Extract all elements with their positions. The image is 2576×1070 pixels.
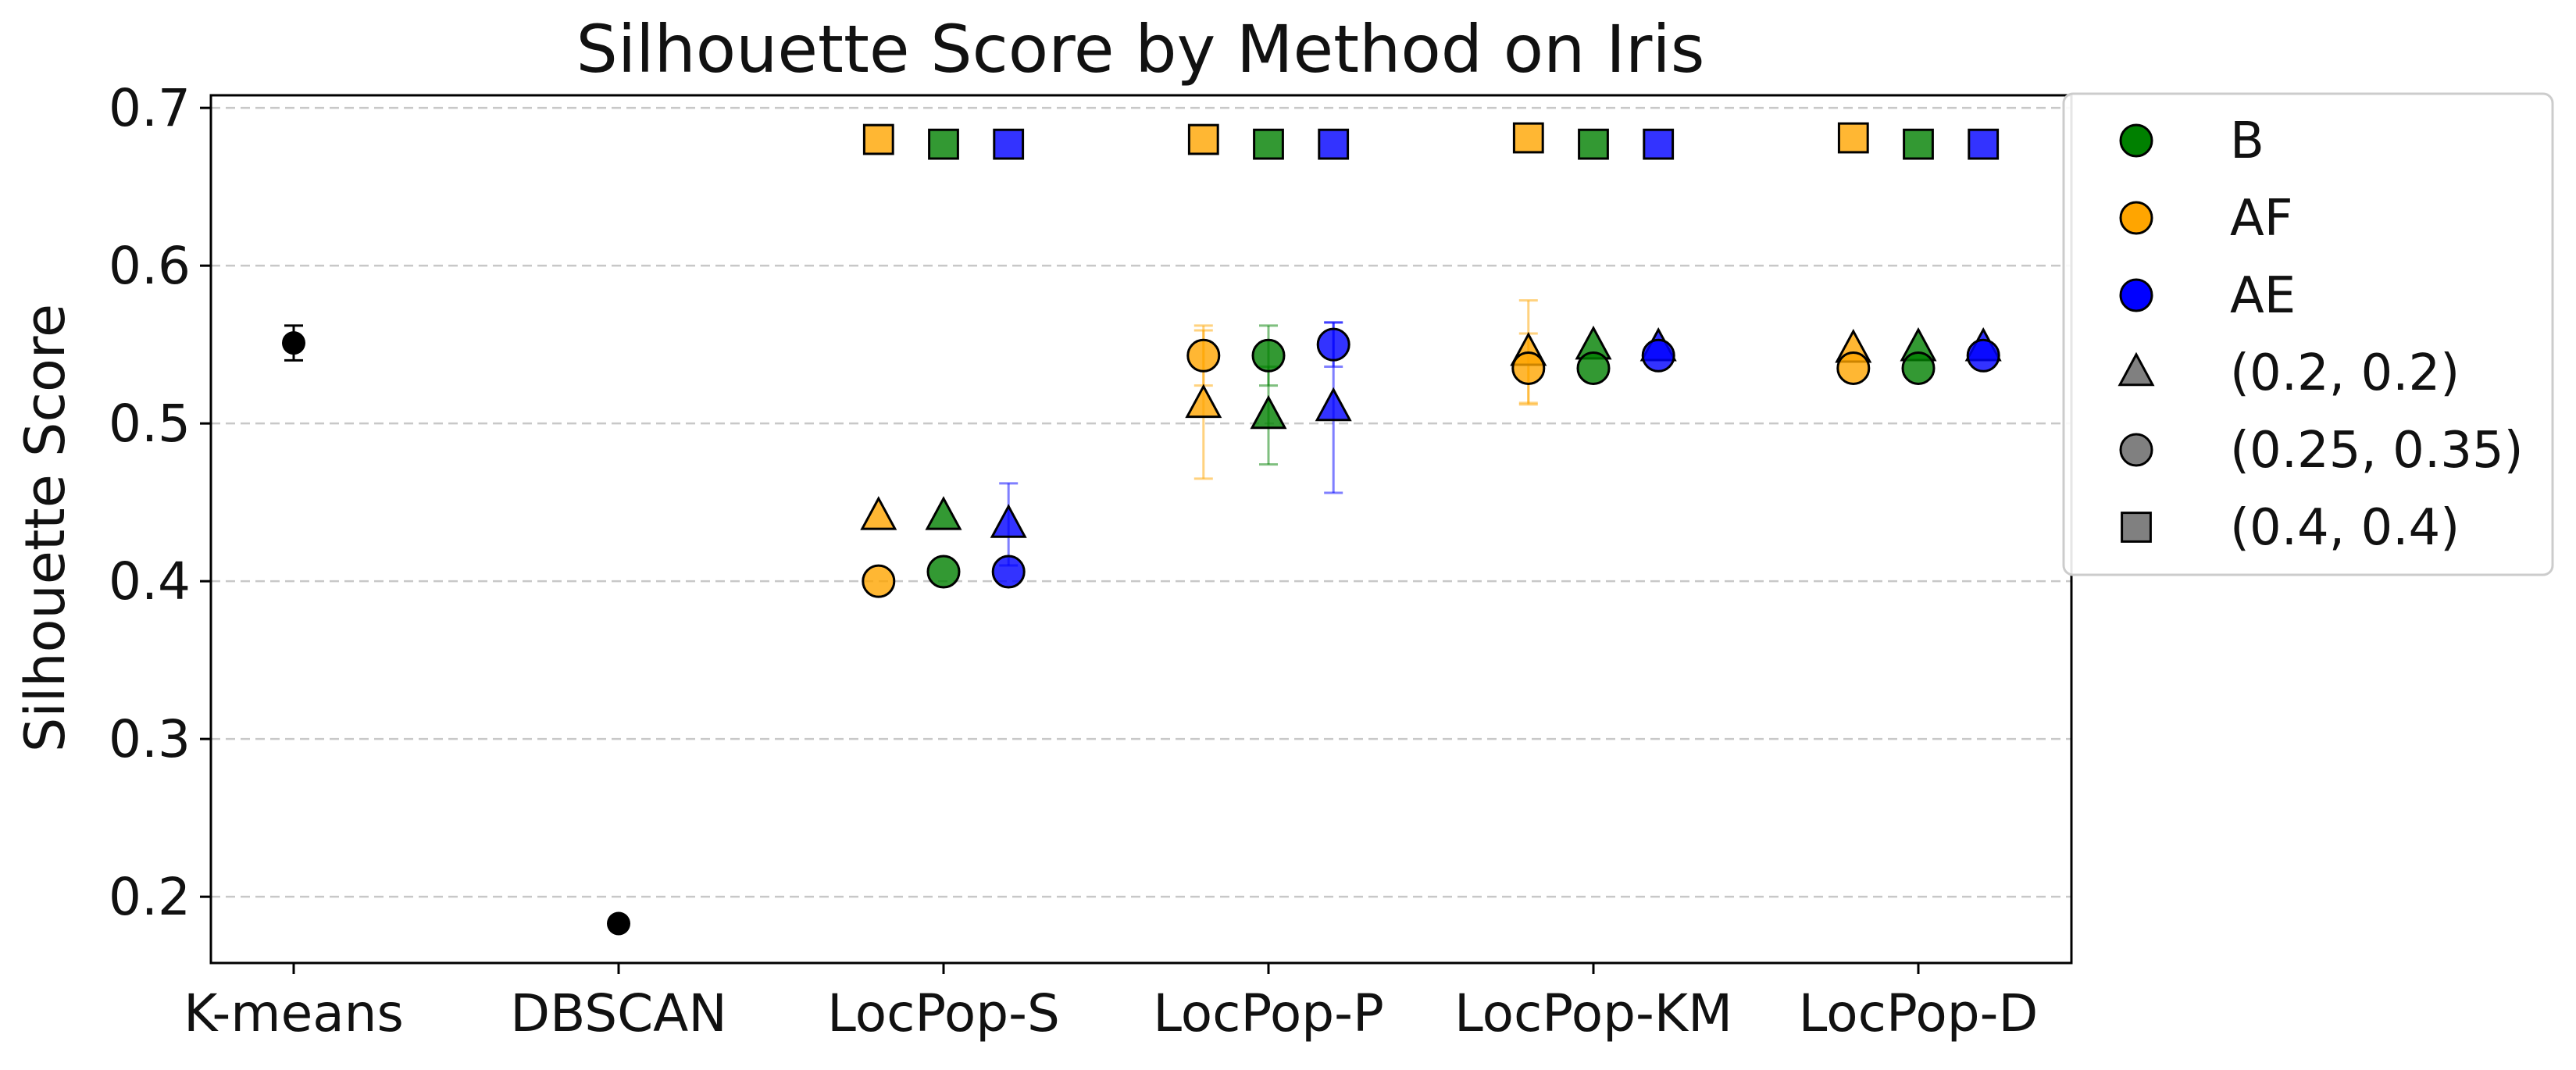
point-locpop-p-ae-0-25-0-35 xyxy=(1316,327,1350,362)
legend-entry-af: AF xyxy=(2119,190,2293,248)
legend-entry-0-4-0-4: (0.4, 0.4) xyxy=(2121,499,2460,557)
legend-marker-b xyxy=(2119,123,2153,158)
legend-marker-ae xyxy=(2119,278,2153,312)
point-locpop-p-af-0-2-0-2 xyxy=(1185,383,1222,419)
legend-marker-0-4-0-4 xyxy=(2121,512,2152,543)
legend-label: (0.2, 0.2) xyxy=(2230,344,2460,402)
legend-entry-0-2-0-2: (0.2, 0.2) xyxy=(2118,344,2460,402)
point-locpop-p-af-0-4-0-4 xyxy=(1187,123,1219,155)
legend-entry-ae: AE xyxy=(2119,267,2296,325)
point-locpop-km-ae-0-25-0-35 xyxy=(1641,338,1675,373)
x-axis-ticks: K-means DBSCAN LocPop-S LocPop-P LocPop-KM Lo… xyxy=(184,963,2038,1043)
y-axis-label: Silhouette Score xyxy=(13,304,77,752)
point-locpop-d-af-0-25-0-35 xyxy=(1836,351,1871,385)
plot-frame xyxy=(209,94,2073,965)
legend-marker-0-2-0-2 xyxy=(2118,351,2155,387)
x-tick-label: DBSCAN xyxy=(510,983,726,1043)
point-locpop-p-af-0-25-0-35 xyxy=(1186,338,1221,373)
legend-marker-af xyxy=(2119,201,2153,235)
point-locpop-s-b-0-4-0-4 xyxy=(928,128,959,160)
point-locpop-p-b-0-2-0-2 xyxy=(1250,394,1287,430)
legend-label: (0.25, 0.35) xyxy=(2230,422,2524,480)
baseline-point-k-means xyxy=(282,331,305,355)
legend-entry-0-25-0-35: (0.25, 0.35) xyxy=(2119,422,2524,480)
baseline-point-dbscan xyxy=(607,911,630,936)
legend-label: (0.4, 0.4) xyxy=(2230,499,2460,557)
y-tick-label: 0.4 xyxy=(109,551,191,612)
point-locpop-p-b-0-4-0-4 xyxy=(1253,128,1284,160)
point-locpop-d-ae-0-25-0-35 xyxy=(1966,338,2000,373)
point-locpop-s-b-0-2-0-2 xyxy=(925,496,962,530)
y-tick-label: 0.3 xyxy=(109,709,191,769)
point-locpop-s-af-0-25-0-35 xyxy=(862,564,896,598)
point-locpop-km-af-0-25-0-35 xyxy=(1511,351,1546,385)
point-locpop-s-ae-0-2-0-2 xyxy=(990,504,1027,538)
y-axis-ticks: 0.2 0.3 0.4 0.5 0.6 0.7 xyxy=(109,78,211,927)
y-tick-label: 0.5 xyxy=(109,394,191,454)
legend-label: AE xyxy=(2230,267,2296,325)
legend: B AF AE (0.2, 0.2) (0.25, 0.35) (0.4, 0.4) xyxy=(2062,92,2554,576)
legend-marker-0-25-0-35 xyxy=(2119,433,2153,467)
point-locpop-km-b-0-25-0-35 xyxy=(1576,351,1611,385)
point-locpop-s-b-0-25-0-35 xyxy=(926,555,961,589)
y-tick-label: 0.6 xyxy=(109,236,191,296)
x-tick-label: LocPop-P xyxy=(1153,983,1384,1043)
point-locpop-p-ae-0-2-0-2 xyxy=(1315,387,1352,422)
point-locpop-km-ae-0-4-0-4 xyxy=(1643,128,1675,160)
x-tick-label: LocPop-S xyxy=(827,983,1060,1043)
point-locpop-d-af-0-4-0-4 xyxy=(1837,122,1869,154)
error-bars xyxy=(284,299,1538,567)
x-tick-label: K-means xyxy=(184,983,404,1043)
point-locpop-p-ae-0-4-0-4 xyxy=(1318,128,1350,160)
point-locpop-s-ae-0-4-0-4 xyxy=(993,128,1025,160)
point-locpop-p-b-0-25-0-35 xyxy=(1251,338,1286,373)
point-locpop-s-af-0-4-0-4 xyxy=(862,123,894,155)
data-markers xyxy=(282,122,2002,936)
x-tick-label: LocPop-KM xyxy=(1454,983,1732,1043)
x-tick-label: LocPop-D xyxy=(1799,983,2039,1043)
chart-title: Silhouette Score by Method on Iris xyxy=(576,11,1705,87)
point-locpop-s-af-0-2-0-2 xyxy=(860,496,897,530)
point-locpop-s-ae-0-25-0-35 xyxy=(991,555,1026,589)
point-locpop-d-b-0-4-0-4 xyxy=(1903,128,1934,160)
legend-label: AF xyxy=(2230,190,2293,248)
point-locpop-km-b-0-4-0-4 xyxy=(1578,128,1609,160)
point-locpop-d-b-0-25-0-35 xyxy=(1901,351,1936,385)
point-locpop-d-ae-0-4-0-4 xyxy=(1968,128,2000,160)
legend-label: B xyxy=(2230,112,2264,170)
legend-entry-b: B xyxy=(2119,112,2264,170)
grid-lines xyxy=(211,106,2071,898)
point-locpop-km-af-0-4-0-4 xyxy=(1512,122,1544,154)
y-tick-label: 0.7 xyxy=(109,78,191,138)
legend-box xyxy=(2062,92,2554,576)
y-tick-label: 0.2 xyxy=(109,867,191,927)
